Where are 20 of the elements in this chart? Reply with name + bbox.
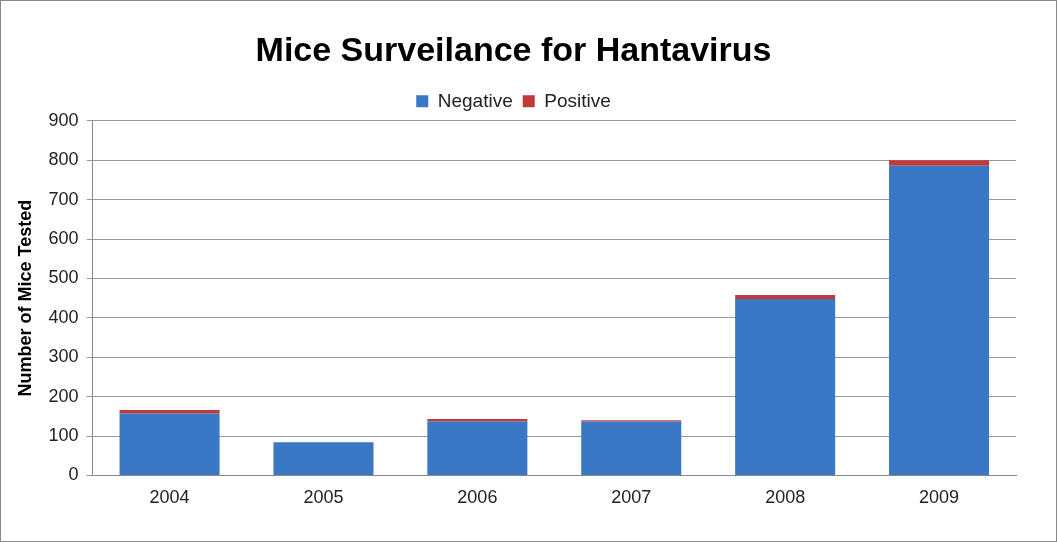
y-tick-label: 900	[48, 109, 79, 130]
x-tick-label: 2006	[457, 487, 498, 508]
chart-title: Mice Surveilance for Hantavirus	[255, 29, 772, 68]
y-tick-label: 100	[48, 424, 79, 445]
x-tick-label: 2007	[611, 487, 652, 508]
y-tick-label: 400	[48, 306, 79, 327]
y-tick-label: 0	[68, 464, 79, 485]
x-tick-label: 2005	[303, 487, 344, 508]
x-tick-label: 2004	[149, 487, 190, 508]
x-tick-label: 2008	[765, 487, 806, 508]
y-axis-title: Number of Mice Tested	[14, 199, 35, 397]
legend-label: Negative	[437, 89, 513, 111]
y-tick-label: 300	[48, 346, 79, 367]
y-tick-label: 700	[48, 188, 79, 209]
y-tick-label: 200	[48, 385, 79, 406]
y-tick-label: 500	[48, 267, 79, 288]
x-tick-label: 2009	[919, 487, 960, 508]
y-tick-label: 600	[48, 227, 79, 248]
legend-label: Positive	[544, 89, 611, 111]
y-tick-label: 800	[48, 149, 79, 170]
